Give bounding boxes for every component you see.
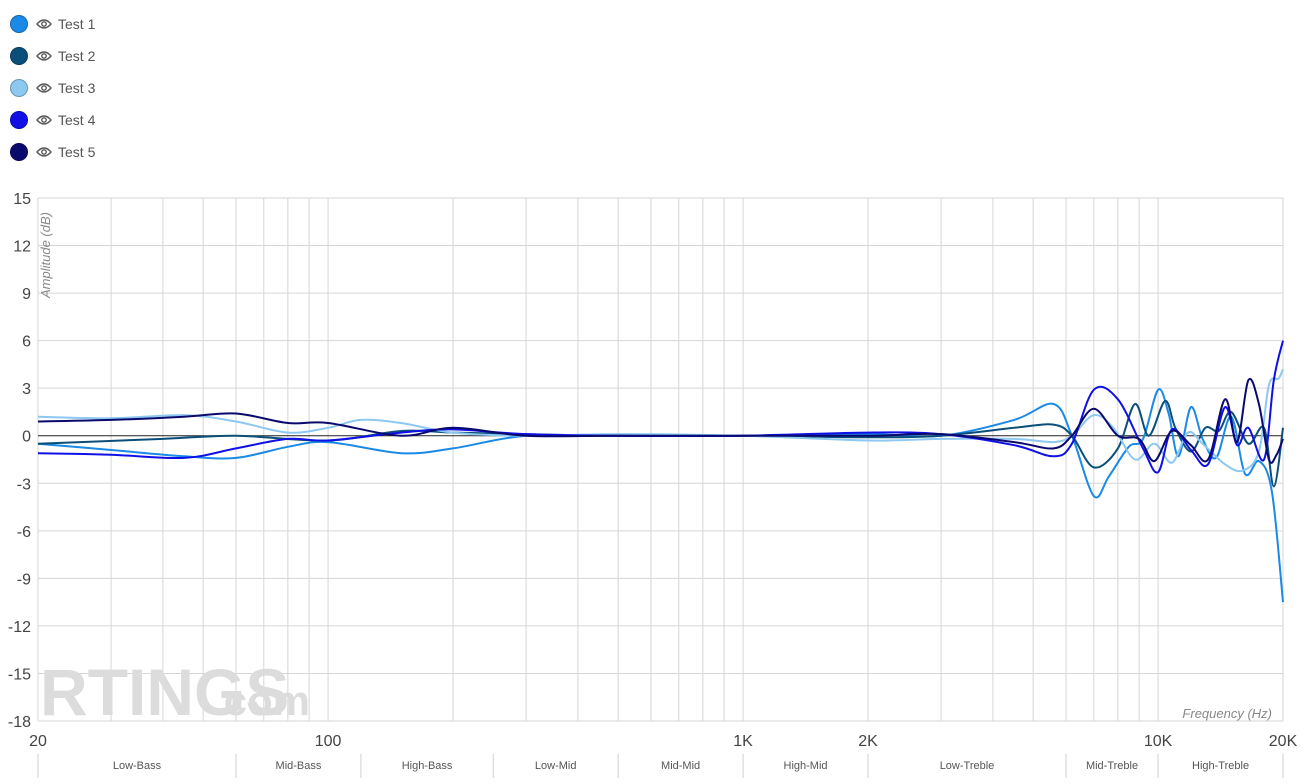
series-color-swatch (10, 47, 28, 65)
band-label: Low-Bass (113, 760, 162, 772)
frequency-bands: Low-Bass Mid-Bass High-Bass Low-Mid Mid-Mid H… (37, 754, 1284, 778)
y-tick-label: 15 (13, 191, 31, 208)
y-tick-label: -12 (8, 619, 31, 636)
legend-item-test-2[interactable]: Test 2 (10, 40, 95, 72)
legend-item-test-3[interactable]: Test 3 (10, 72, 95, 104)
series-color-swatch (10, 15, 28, 33)
band-label: High-Treble (1192, 760, 1249, 772)
series-line-test-1 (37, 388, 1284, 603)
grid (37, 197, 1284, 722)
eye-icon[interactable] (36, 114, 52, 126)
y-tick-label: 12 (13, 239, 31, 256)
series-color-swatch (10, 111, 28, 129)
x-tick-label: 20K (1269, 733, 1298, 750)
legend-item-test-5[interactable]: Test 5 (10, 136, 95, 168)
band-label: Mid-Bass (276, 760, 322, 772)
y-tick-label: 3 (22, 381, 31, 398)
x-tick-label: 10K (1144, 733, 1173, 750)
legend-item-test-4[interactable]: Test 4 (10, 104, 95, 136)
series-lines (37, 340, 1284, 603)
y-tick-label: -15 (8, 666, 31, 683)
band-label: High-Mid (784, 760, 828, 772)
watermark-suffix: .com (212, 677, 310, 724)
legend-label: Test 4 (58, 112, 96, 128)
legend-item-test-1[interactable]: Test 1 (10, 8, 95, 40)
legend-label: Test 3 (58, 80, 96, 96)
y-tick-label: 0 (22, 429, 31, 446)
x-tick-label: 1K (733, 733, 753, 750)
band-label: Low-Treble (940, 760, 995, 772)
y-tick-label: -18 (8, 714, 31, 731)
series-line-test-3 (37, 368, 1284, 473)
x-tick-label: 100 (315, 733, 342, 750)
y-tick-label: 6 (22, 334, 31, 351)
legend-label: Test 2 (58, 48, 96, 64)
band-label: Mid-Treble (1086, 760, 1138, 772)
x-tick-label: 2K (858, 733, 878, 750)
series-line-test-4 (37, 340, 1284, 474)
series-line-test-5 (37, 377, 1284, 464)
y-tick-label: -3 (17, 476, 31, 493)
y-tick-label: 9 (22, 286, 31, 303)
series-color-swatch (10, 143, 28, 161)
band-label: Mid-Mid (661, 760, 700, 772)
legend: Test 1 Test 2 Test 3 Test 4 Test 5 (10, 8, 95, 168)
eye-icon[interactable] (36, 18, 52, 30)
x-tick-label: 20 (29, 733, 47, 750)
legend-label: Test 1 (58, 16, 96, 32)
watermark-text: RTINGS (40, 655, 289, 729)
x-axis-title: Frequency (Hz) (1182, 706, 1272, 721)
eye-icon[interactable] (36, 50, 52, 62)
watermark: RTINGS .com (40, 655, 310, 729)
y-axis-title: Amplitude (dB) (38, 212, 53, 299)
band-label: High-Bass (402, 760, 453, 772)
axes: 15 12 9 6 3 0 -3 -6 -9 -12 -15 -18 20 100 1K 2K 10K 20K (8, 191, 1298, 750)
y-tick-label: -6 (17, 524, 31, 541)
eye-icon[interactable] (36, 146, 52, 158)
eye-icon[interactable] (36, 82, 52, 94)
legend-label: Test 5 (58, 144, 96, 160)
y-tick-label: -9 (17, 571, 31, 588)
band-label: Low-Mid (535, 760, 577, 772)
series-line-test-2 (37, 399, 1284, 488)
series-color-swatch (10, 79, 28, 97)
